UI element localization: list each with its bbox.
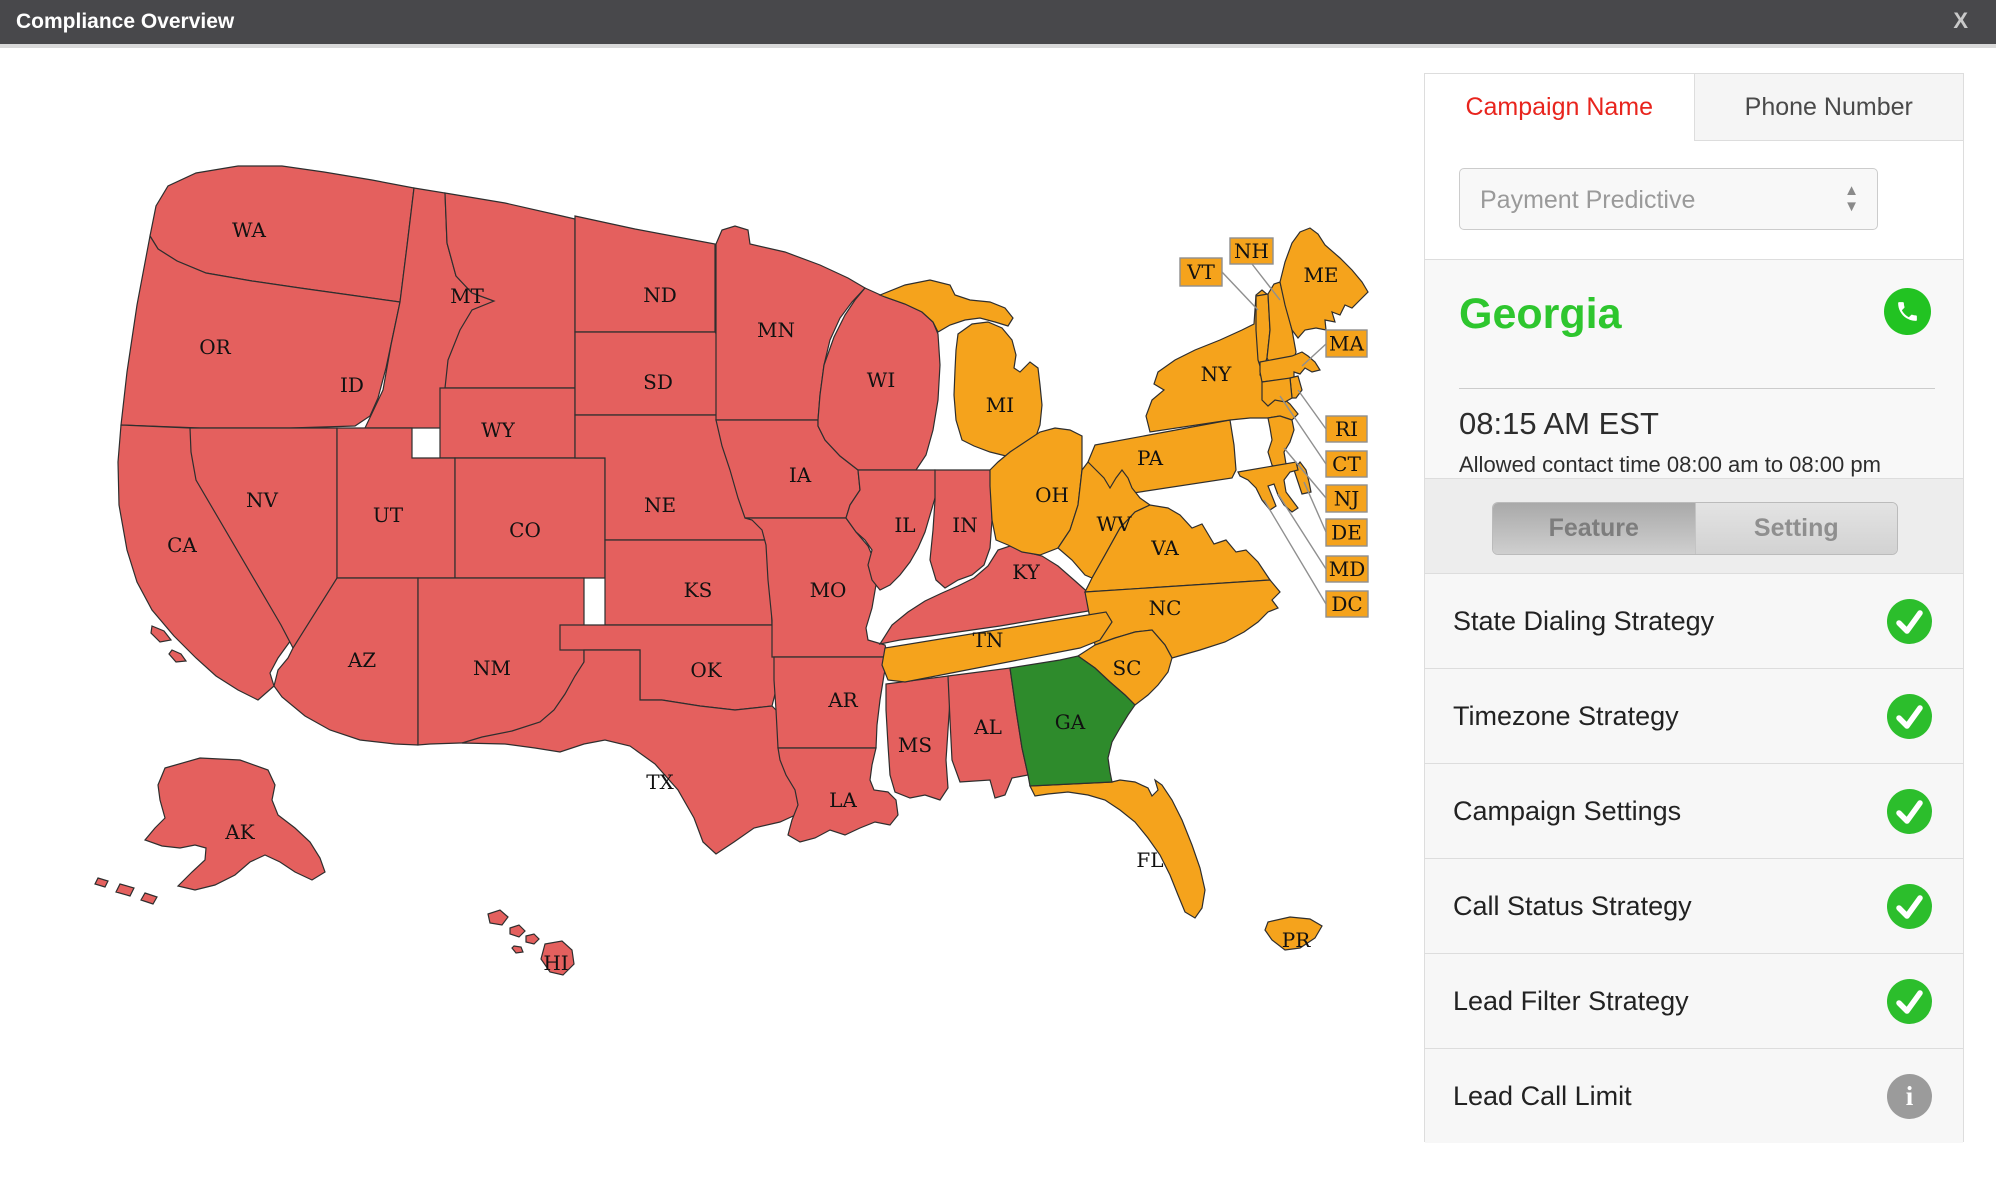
state-ak[interactable] [94, 757, 326, 905]
state-il[interactable] [845, 469, 939, 591]
feature-row-label: State Dialing Strategy [1453, 606, 1715, 636]
state-pa[interactable] [1087, 419, 1237, 499]
callout-line-de [1303, 481, 1327, 533]
state-tn[interactable] [881, 611, 1113, 683]
callout-line-dc [1263, 499, 1327, 605]
selected-state-name: Georgia [1459, 290, 1622, 338]
state-ms[interactable] [885, 675, 951, 801]
feature-row-label: Timezone Strategy [1453, 701, 1679, 731]
state-ks[interactable] [604, 539, 773, 626]
callout-line-ma [1301, 343, 1327, 367]
feature-status-list: State Dialing Strategy Timezone Strategy C… [1425, 573, 1963, 1143]
check-icon [1887, 599, 1932, 644]
feature-row: Campaign Settings [1425, 763, 1963, 858]
phone-call-button[interactable] [1884, 288, 1931, 335]
feature-toggle-button[interactable]: Feature [1493, 503, 1695, 554]
callout-box-ma[interactable] [1325, 329, 1368, 358]
divider [1459, 388, 1935, 389]
check-icon [1887, 789, 1932, 834]
callout-line-md [1277, 493, 1327, 570]
title-bar: Compliance Overview X [0, 0, 1996, 44]
feature-row: Lead Filter Strategy [1425, 953, 1963, 1048]
feature-row: Lead Call Limit i [1425, 1048, 1963, 1143]
state-local-time: 08:15 AM EST [1459, 406, 1659, 441]
state-mi[interactable] [953, 321, 1043, 457]
check-icon [1887, 979, 1932, 1024]
state-summary-section: Georgia 08:15 AM EST Allowed contact tim… [1425, 259, 1963, 478]
close-icon[interactable]: X [1953, 8, 1968, 33]
info-icon[interactable]: i [1887, 1074, 1932, 1119]
state-nm[interactable] [417, 577, 585, 746]
state-la[interactable] [777, 747, 899, 843]
tab-campaign-name[interactable]: Campaign Name [1425, 74, 1694, 141]
feature-row-label: Lead Call Limit [1453, 1081, 1632, 1111]
callout-line-ri [1297, 389, 1327, 430]
callout-box-ct[interactable] [1325, 450, 1368, 478]
state-ar[interactable] [773, 656, 889, 749]
campaign-select-section: Payment Predictive ▲ ▼ [1425, 141, 1963, 259]
state-ga[interactable] [1009, 655, 1136, 787]
feature-row: Timezone Strategy [1425, 668, 1963, 763]
state-mo[interactable] [744, 517, 889, 658]
state-me[interactable] [1279, 227, 1369, 339]
callout-box-vt[interactable] [1179, 257, 1223, 287]
state-nd[interactable] [574, 215, 716, 333]
state-tx[interactable] [461, 649, 809, 855]
state-fl[interactable] [1029, 778, 1206, 919]
feature-setting-strip: Feature Setting [1425, 478, 1963, 573]
callout-box-de[interactable] [1325, 518, 1368, 547]
feature-row-label: Lead Filter Strategy [1453, 986, 1689, 1016]
callout-line-nj [1283, 447, 1327, 499]
feature-setting-toggle: Feature Setting [1492, 502, 1898, 555]
state-ct[interactable] [1261, 377, 1293, 407]
state-va[interactable] [1083, 504, 1272, 593]
state-md[interactable] [1237, 461, 1299, 513]
callout-line-nh [1251, 263, 1281, 301]
callout-box-dc[interactable] [1325, 590, 1369, 618]
panel-tabs: Campaign Name Phone Number [1425, 74, 1963, 141]
state-mi[interactable] [878, 279, 1014, 333]
phone-icon [1898, 302, 1917, 321]
feature-row: Call Status Strategy [1425, 858, 1963, 953]
state-hi[interactable] [487, 909, 575, 976]
callout-box-nj[interactable] [1325, 484, 1368, 513]
check-icon [1887, 694, 1932, 739]
allowed-contact-time: Allowed contact time 08:00 am to 08:00 p… [1459, 452, 1881, 477]
select-stepper-icon: ▲ ▼ [1844, 182, 1859, 215]
state-pr[interactable] [1264, 916, 1323, 951]
callout-box-md[interactable] [1325, 555, 1369, 583]
feature-row-label: Campaign Settings [1453, 796, 1682, 826]
window-title: Compliance Overview [16, 10, 235, 33]
state-co[interactable] [454, 457, 606, 579]
campaign-select[interactable]: Payment Predictive ▲ ▼ [1459, 168, 1878, 230]
state-sd[interactable] [574, 331, 719, 416]
callout-box-nh[interactable] [1229, 237, 1274, 265]
feature-row-label: Call Status Strategy [1453, 891, 1692, 921]
callout-line-vt [1221, 271, 1259, 311]
tab-phone-number[interactable]: Phone Number [1693, 74, 1963, 141]
titlebar-shadow [0, 44, 1996, 48]
feature-row: State Dialing Strategy [1425, 573, 1963, 668]
callout-box-ri[interactable] [1325, 415, 1368, 443]
state-mt[interactable] [444, 192, 576, 389]
campaign-select-value: Payment Predictive [1480, 186, 1696, 214]
callout-line-ct [1279, 395, 1327, 465]
compliance-side-panel: Campaign Name Phone Number Payment Predi… [1424, 73, 1964, 1143]
state-ut[interactable] [336, 427, 456, 579]
setting-toggle-button[interactable]: Setting [1694, 503, 1897, 554]
state-wy[interactable] [439, 387, 576, 459]
check-icon [1887, 884, 1932, 929]
